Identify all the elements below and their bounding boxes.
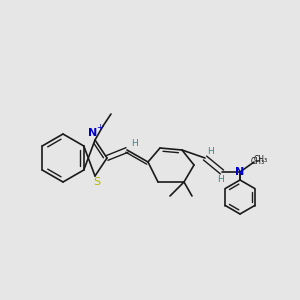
- Text: S: S: [93, 177, 100, 187]
- Text: N: N: [88, 128, 98, 138]
- Text: H: H: [217, 176, 224, 184]
- Text: CH₃: CH₃: [254, 155, 268, 164]
- Text: N: N: [236, 167, 244, 177]
- Text: CH₃: CH₃: [251, 158, 265, 166]
- Text: H: H: [130, 140, 137, 148]
- Text: H: H: [208, 146, 214, 155]
- Text: +: +: [97, 124, 104, 133]
